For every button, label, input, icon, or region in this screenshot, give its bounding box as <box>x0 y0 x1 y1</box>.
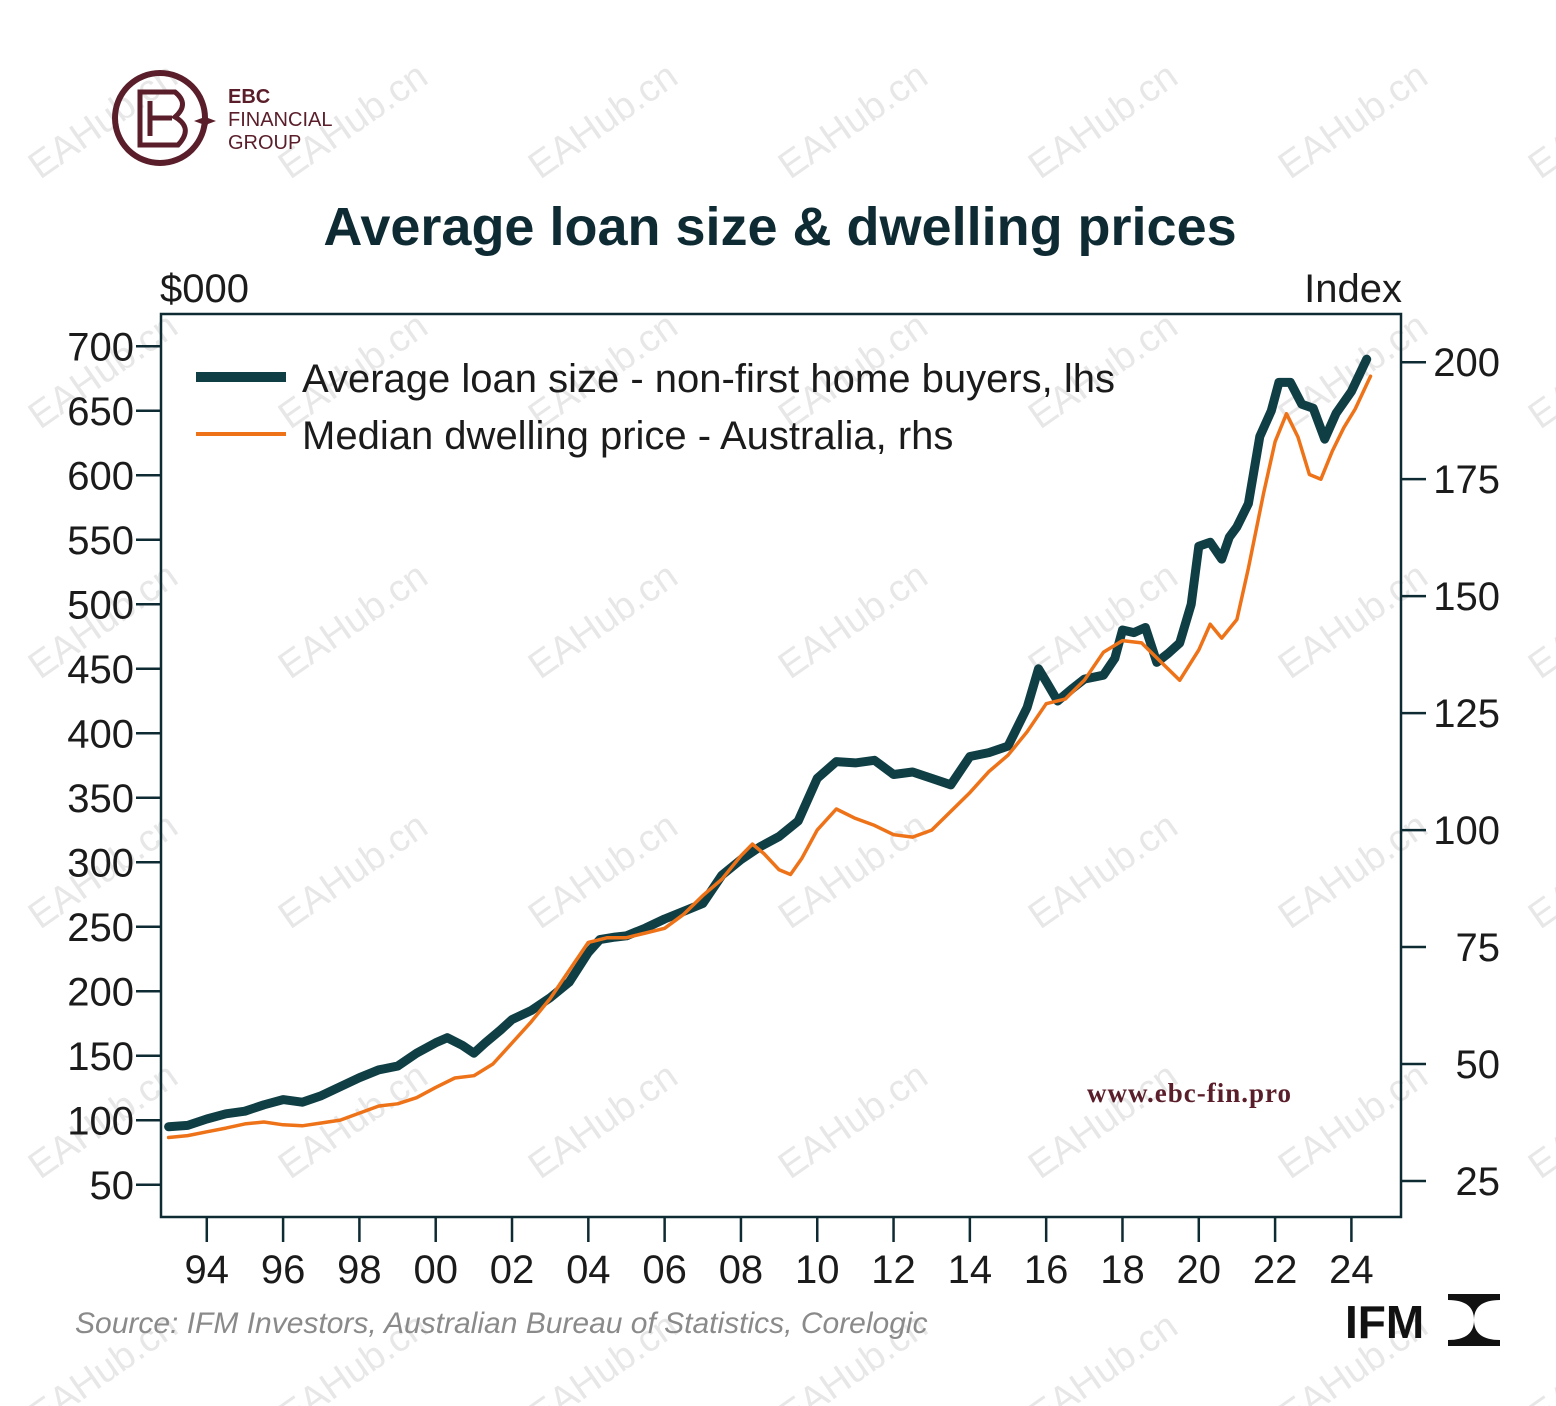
left-tick-label: 350 <box>67 777 134 821</box>
right-tick-label: 150 <box>1433 575 1500 619</box>
watermark-text: EAHub.cn <box>1271 805 1435 938</box>
right-tick-label: 75 <box>1456 926 1501 970</box>
left-tick-label: 450 <box>67 648 134 692</box>
ifm-logo: IFM <box>1345 1294 1500 1348</box>
watermark-text: EAHub.cn <box>271 1055 435 1188</box>
source-note: Source: IFM Investors, Australian Bureau… <box>75 1307 928 1340</box>
ebc-logo-monogram-icon <box>137 89 188 148</box>
watermark-text: EAHub.cn <box>1271 55 1435 188</box>
website-url: www.ebc-fin.pro <box>1087 1078 1292 1108</box>
left-tick-label: 600 <box>67 454 134 498</box>
ebc-logo: EBC FINANCIAL GROUP <box>112 70 332 166</box>
x-tick-label: 00 <box>413 1248 458 1292</box>
watermark-text: EAHub.cn <box>1021 55 1185 188</box>
left-tick-label: 250 <box>67 906 134 950</box>
watermark-text: EAHub.cn <box>1271 555 1435 688</box>
left-tick-label: 550 <box>67 519 134 563</box>
watermark-layer: EAHub.cn EAHub.cn EAHub.cn EAHub.cn EAHub.cn… <box>21 55 1556 1406</box>
right-axis-unit: Index <box>1304 267 1402 311</box>
left-tick-label: 650 <box>67 390 134 434</box>
watermark-text: EAHub.cn <box>771 1055 935 1188</box>
watermark-text: EAHub.cn <box>271 805 435 938</box>
left-tick-label: 50 <box>90 1164 135 1208</box>
x-tick-label: 98 <box>337 1248 382 1292</box>
watermark-text: EAHub.cn <box>1271 305 1435 438</box>
right-axis: 25 50 75 100 125 150 175 200 <box>1401 341 1500 1204</box>
right-tick-label: 175 <box>1433 458 1500 502</box>
x-tick-label: 04 <box>566 1248 611 1292</box>
watermark-text: EAHub.cn <box>1521 55 1556 188</box>
watermark-text: EAHub.cn <box>771 555 935 688</box>
left-tick-label: 700 <box>67 325 134 369</box>
watermark-text: EAHub.cn <box>1021 805 1185 938</box>
watermark-text: EAHub.cn <box>1021 1305 1185 1406</box>
right-tick-label: 25 <box>1456 1160 1501 1204</box>
ebc-logo-star-icon <box>194 110 216 132</box>
series-line-median-dwelling-price <box>166 374 1373 1140</box>
watermark-text: EAHub.cn <box>271 555 435 688</box>
watermark-text: EAHub.cn <box>521 55 685 188</box>
x-tick-label: 96 <box>261 1248 306 1292</box>
left-tick-label: 200 <box>67 970 134 1014</box>
left-tick-label: 400 <box>67 712 134 756</box>
watermark-text: EAHub.cn <box>1521 555 1556 688</box>
watermark-text: EAHub.cn <box>1521 805 1556 938</box>
watermark-text: EAHub.cn <box>1521 1055 1556 1188</box>
watermark-text: EAHub.cn <box>1521 1305 1556 1406</box>
logo-line-3: GROUP <box>228 132 301 154</box>
x-tick-label: 24 <box>1329 1248 1374 1292</box>
series-line-average-loan-size <box>164 354 1372 1132</box>
watermark-text: EAHub.cn <box>1521 305 1556 438</box>
chart-title: Average loan size & dwelling prices <box>323 197 1236 257</box>
left-axis: 50 100 150 200 250 300 350 400 450 500 550 600 650 70… <box>67 325 161 1208</box>
x-tick-label: 16 <box>1024 1248 1069 1292</box>
right-tick-label: 125 <box>1433 692 1500 736</box>
left-tick-label: 100 <box>67 1099 134 1143</box>
x-tick-label: 94 <box>185 1248 230 1292</box>
watermark-text: EAHub.cn <box>1271 1055 1435 1188</box>
x-tick-label: 14 <box>948 1248 993 1292</box>
x-tick-label: 08 <box>719 1248 764 1292</box>
ifm-logo-text: IFM <box>1345 1296 1424 1348</box>
x-tick-label: 02 <box>490 1248 535 1292</box>
watermark-text: EAHub.cn <box>521 1055 685 1188</box>
left-tick-label: 300 <box>67 841 134 885</box>
watermark-text: EAHub.cn <box>1021 1055 1185 1188</box>
legend: Average loan size - non-first home buyer… <box>196 357 1115 458</box>
logo-line-2: FINANCIAL <box>228 109 332 131</box>
left-axis-unit: $000 <box>160 267 249 311</box>
x-tick-label: 22 <box>1253 1248 1298 1292</box>
left-tick-label: 150 <box>67 1035 134 1079</box>
x-tick-label: 18 <box>1100 1248 1145 1292</box>
right-tick-label: 200 <box>1433 341 1500 385</box>
plot-frame <box>159 312 1403 1219</box>
right-tick-label: 50 <box>1456 1043 1501 1087</box>
legend-label-median-dwelling-price: Median dwelling price - Australia, rhs <box>302 414 953 458</box>
watermark-text: EAHub.cn <box>771 55 935 188</box>
left-tick-label: 500 <box>67 583 134 627</box>
right-tick-label: 100 <box>1433 809 1500 853</box>
x-tick-label: 10 <box>795 1248 840 1292</box>
x-tick-label: 20 <box>1177 1248 1222 1292</box>
watermark-text: EAHub.cn <box>521 555 685 688</box>
legend-label-average-loan-size: Average loan size - non-first home buyer… <box>302 357 1115 401</box>
x-axis: 94 96 98 00 02 04 06 08 10 12 14 16 18 20 22 24 <box>185 1217 1374 1292</box>
logo-line-1: EBC <box>228 86 270 108</box>
ifm-logo-mark-icon <box>1448 1294 1500 1346</box>
x-tick-label: 06 <box>642 1248 687 1292</box>
x-tick-label: 12 <box>871 1248 916 1292</box>
